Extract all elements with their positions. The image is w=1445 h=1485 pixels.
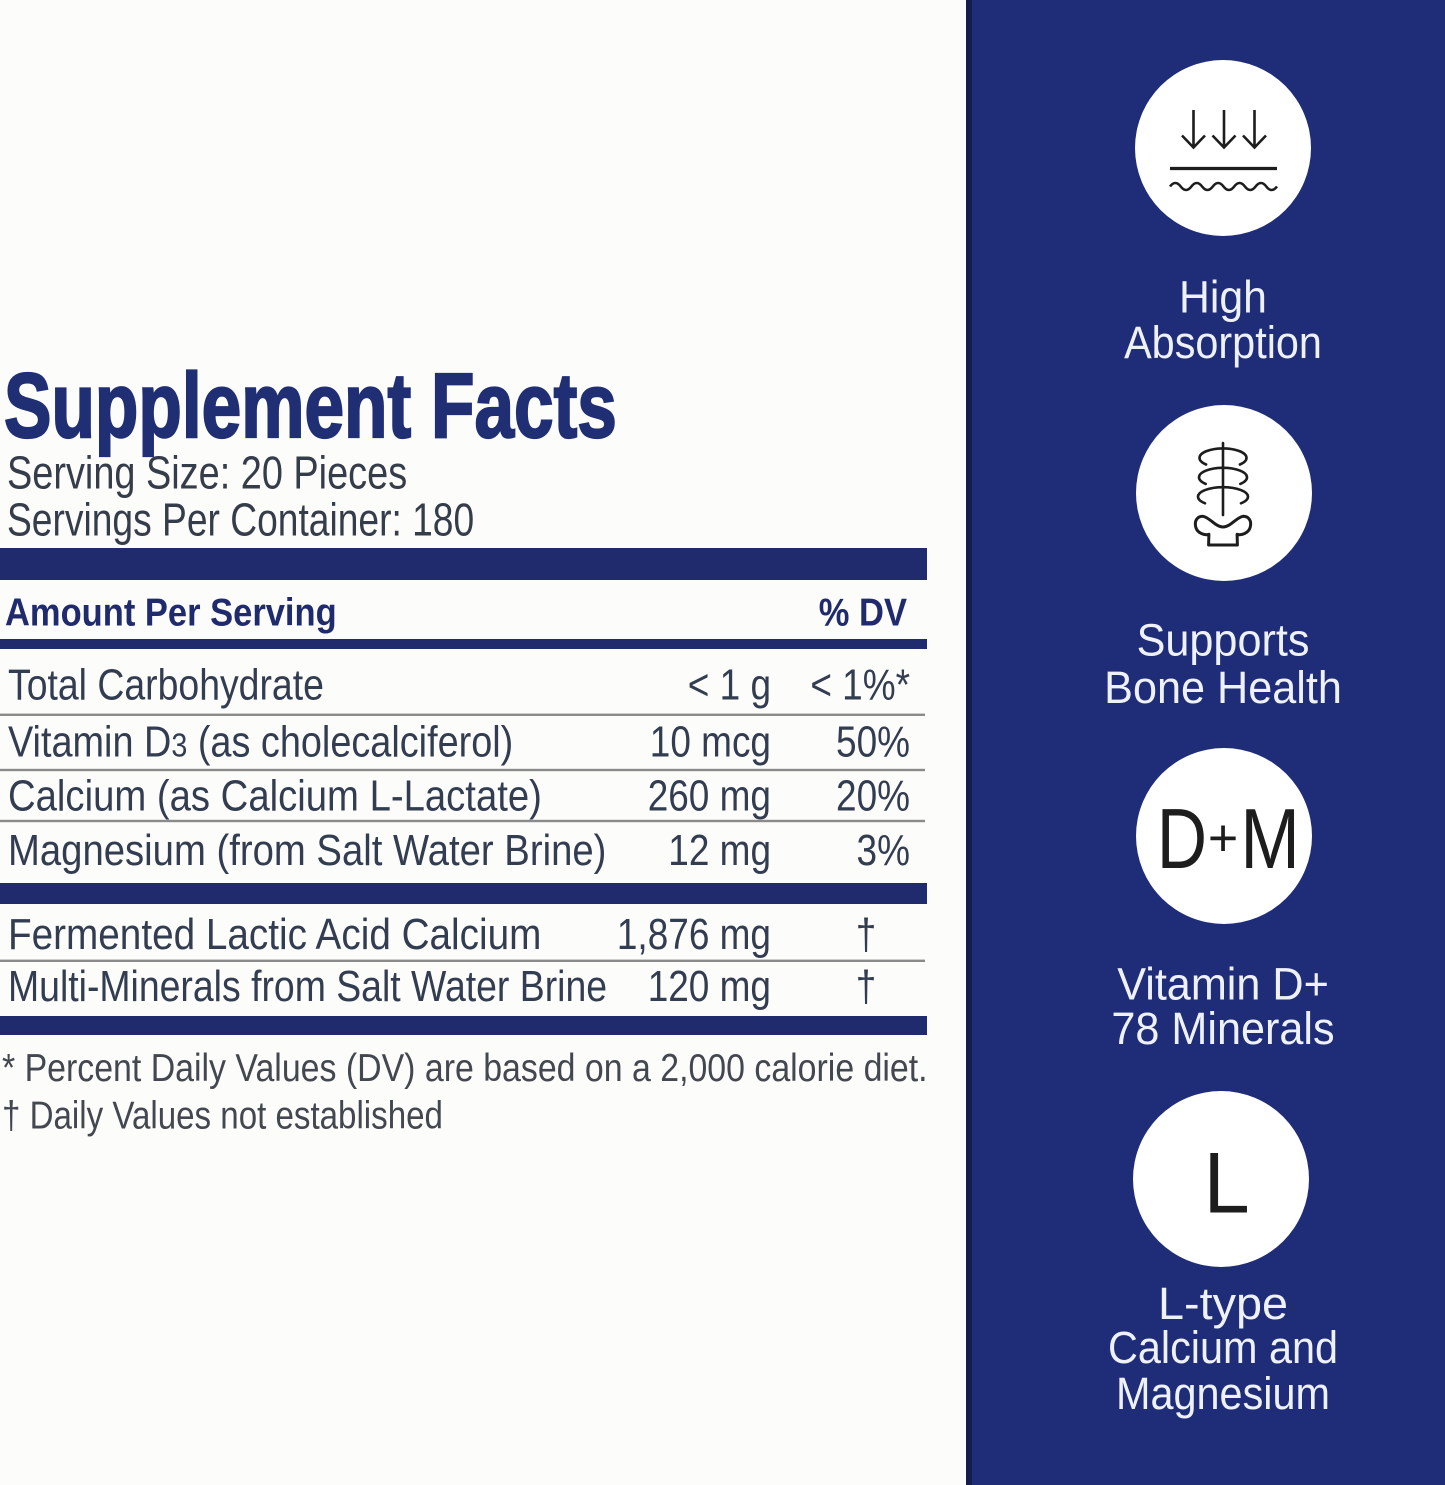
svg-text:Magnesium: Magnesium [1116,1369,1330,1419]
svg-text:Vitamin D3 (as cholecalciferol: Vitamin D3 (as cholecalciferol) [8,717,513,766]
svg-text:1,876 mg: 1,876 mg [617,909,771,959]
svg-text:Bone Health: Bone Health [1104,663,1342,713]
svg-text:12 mg: 12 mg [668,825,771,875]
svg-text:Supplement Facts: Supplement Facts [4,355,617,457]
svg-text:Magnesium (from Salt Water Bri: Magnesium (from Salt Water Brine) [8,826,606,875]
svg-text:Calcium (as Calcium L-Lactate): Calcium (as Calcium L-Lactate) [8,771,542,820]
svg-text:* Percent Daily Values (DV) ar: * Percent Daily Values (DV) are based on… [2,1046,928,1090]
svg-text:Total Carbohydrate: Total Carbohydrate [8,660,324,709]
svg-text:Serving Size: 20 Pieces: Serving Size: 20 Pieces [7,447,407,499]
svg-text:Supports: Supports [1137,616,1310,666]
svg-text:†: † [856,909,877,959]
svg-text:Multi-Minerals from Salt Water: Multi-Minerals from Salt Water Brine [8,961,607,1010]
svg-text:Amount Per Serving: Amount Per Serving [5,591,337,634]
svg-text:L-type: L-type [1158,1278,1288,1329]
svg-text:50%: 50% [836,717,910,767]
svg-text:† Daily Values not established: † Daily Values not established [2,1094,443,1137]
svg-text:10 mcg: 10 mcg [650,717,771,767]
svg-text:120 mg: 120 mg [648,961,771,1011]
svg-text:% DV: % DV [819,591,908,634]
svg-text:Vitamin D+: Vitamin D+ [1117,960,1329,1010]
svg-text:Fermented Lactic Acid Calcium: Fermented Lactic Acid Calcium [8,910,541,959]
svg-text:< 1%*: < 1%* [810,660,910,710]
svg-text:+: + [1208,809,1238,867]
svg-text:†: † [856,961,877,1011]
svg-text:D: D [1157,793,1207,887]
svg-text:Calcium and: Calcium and [1108,1323,1338,1373]
svg-text:78 Minerals: 78 Minerals [1111,1004,1334,1054]
svg-text:3%: 3% [857,825,910,875]
svg-text:M: M [1240,791,1299,886]
svg-text:260 mg: 260 mg [648,771,771,821]
svg-text:20%: 20% [836,771,910,821]
svg-text:< 1 g: < 1 g [688,660,771,710]
svg-text:Servings Per Container: 180: Servings Per Container: 180 [7,494,474,546]
svg-text:L: L [1204,1134,1250,1231]
svg-text:High: High [1179,272,1267,322]
svg-text:Absorption: Absorption [1124,319,1322,369]
